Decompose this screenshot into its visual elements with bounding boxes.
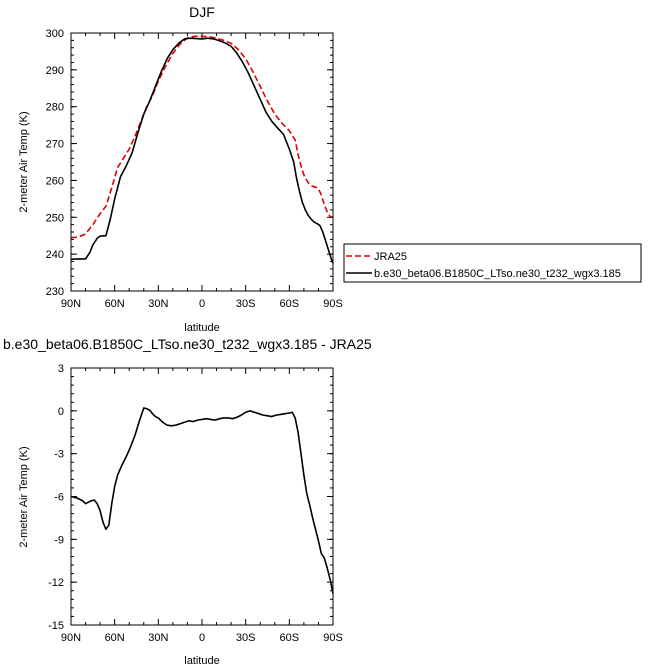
top-series-line-1	[70, 37, 334, 264]
top-series-line-0	[70, 35, 334, 239]
bottom-y-tick-label: -9	[54, 534, 64, 546]
top-y-tick-label: 260	[46, 175, 64, 187]
bottom-x-tick-label: 90S	[323, 632, 343, 644]
top-plot-frame	[70, 32, 334, 292]
bottom-y-tick-label: -12	[48, 577, 64, 589]
bottom-axes: 90N 60N 30N 0 30S 60S 90S -15 -12 -9 -6 -3 0 3	[48, 363, 343, 644]
bottom-x-axis-label: latitude	[184, 655, 219, 667]
legend-label-jra25: JRA25	[374, 251, 407, 263]
bottom-x-tick-label: 60N	[105, 632, 125, 644]
top-x-tick-label: 90N	[61, 298, 81, 310]
top-x-tick-label: 30N	[148, 298, 168, 310]
bottom-x-tick-label: 60S	[280, 632, 300, 644]
bottom-panel-title: b.e30_beta06.B1850C_LTso.ne30_t232_wgx3.…	[3, 336, 372, 352]
top-series-lines	[70, 35, 334, 264]
top-y-tick-label: 280	[46, 102, 64, 114]
bottom-y-axis-label: 2-meter Air Temp (K)	[18, 446, 30, 547]
bottom-series-lines	[70, 407, 334, 594]
top-axes: 90N 60N 30N 0 30S 60S 90S 230 240 250 260 270 280 290…	[46, 28, 343, 310]
top-panel: DJF 2-meter Air Temp (K) latitude 90N 60N…	[18, 4, 343, 334]
top-x-tick-label: 60N	[105, 298, 125, 310]
top-y-tick-label: 290	[46, 65, 64, 77]
bottom-plot-frame	[70, 367, 334, 626]
top-y-tick-label: 230	[46, 286, 64, 298]
bottom-x-tick-label: 30N	[148, 632, 168, 644]
bottom-y-tick-label: -15	[48, 620, 64, 632]
bottom-series-line-0	[70, 407, 334, 594]
top-panel-title: DJF	[189, 4, 215, 20]
top-y-tick-label: 240	[46, 249, 64, 261]
legend-label-model: b.e30_beta06.B1850C_LTso.ne30_t232_wgx3.…	[374, 268, 621, 280]
bottom-y-tick-label: 0	[58, 406, 64, 418]
bottom-y-tick-label: 3	[58, 363, 64, 375]
top-x-tick-label: 90S	[323, 298, 343, 310]
bottom-x-tick-label: 30S	[236, 632, 256, 644]
top-y-tick-label: 250	[46, 212, 64, 224]
bottom-panel: b.e30_beta06.B1850C_LTso.ne30_t232_wgx3.…	[3, 336, 372, 667]
top-x-tick-label: 0	[199, 298, 205, 310]
bottom-x-tick-label: 90N	[61, 632, 81, 644]
bottom-x-tick-label: 0	[199, 632, 205, 644]
top-y-tick-label: 300	[46, 28, 64, 40]
top-y-tick-label: 270	[46, 139, 64, 151]
legend-box	[343, 243, 642, 283]
top-x-tick-label: 60S	[280, 298, 300, 310]
top-x-axis-label: latitude	[184, 322, 219, 334]
top-y-axis-label: 2-meter Air Temp (K)	[18, 111, 30, 212]
bottom-y-tick-label: -6	[54, 492, 64, 504]
bottom-y-tick-label: -3	[54, 449, 64, 461]
top-x-tick-label: 30S	[236, 298, 256, 310]
legend: JRA25 b.e30_beta06.B1850C_LTso.ne30_t232…	[343, 243, 642, 283]
